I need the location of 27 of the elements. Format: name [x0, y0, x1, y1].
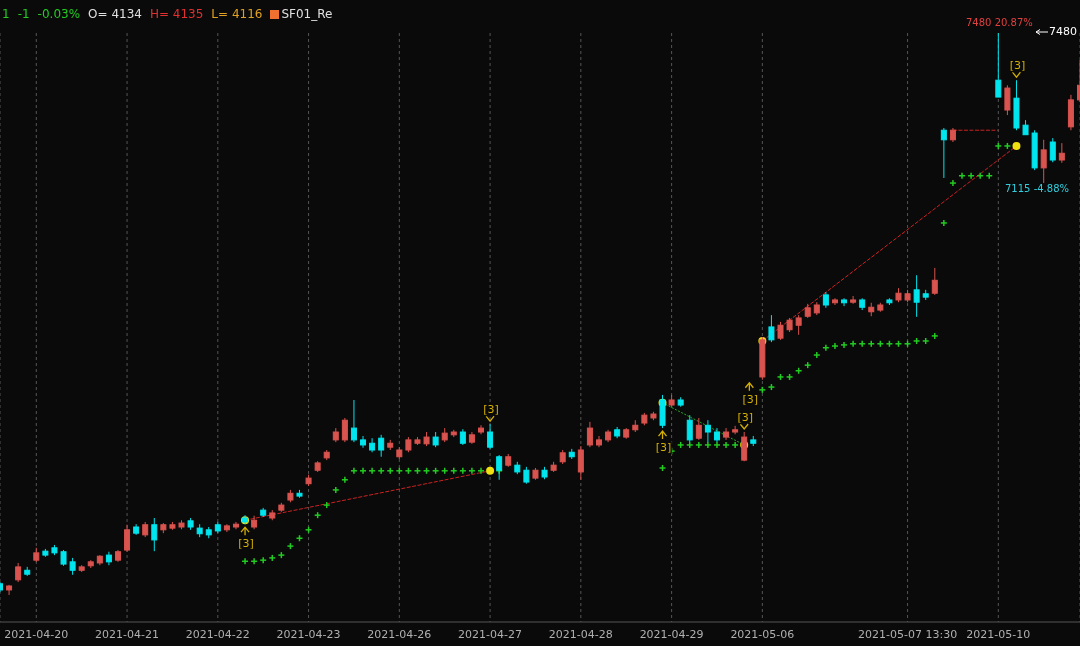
annotation: 7480: [1049, 25, 1077, 38]
x-tick-label: 2021-04-20: [4, 627, 69, 641]
text: 7480 20.87%: [966, 17, 1033, 28]
text: L= 4116: [211, 7, 263, 21]
text: -0.03%: [37, 7, 81, 21]
x-tick-label: 2021-05-10: [966, 627, 1031, 641]
x-tick-label: 2021-04-22: [185, 627, 250, 641]
annotation: [3]: [238, 537, 254, 551]
annotation: [3]: [483, 403, 499, 417]
annotation: [3]: [742, 392, 759, 406]
x-tick-label: 2021-04-26: [367, 627, 432, 641]
text: O= 4134: [88, 7, 142, 21]
x-tick-label: 2021-04-29: [639, 627, 704, 641]
x-tick-label: 2021-04-21: [95, 627, 160, 641]
text: 1: [2, 7, 10, 21]
x-tick-label: 2021-04-23: [276, 627, 341, 641]
x-tick-label: 2021-04-28: [548, 627, 613, 641]
annotation: [3]: [737, 411, 753, 425]
x-tick-label: 2021-05-06: [730, 627, 795, 641]
text: SF01_Re: [280, 7, 333, 21]
text: H= 4135: [149, 7, 204, 21]
x-tick-label: 2021-04-27: [458, 627, 523, 641]
x-tick-label: 2021-05-07 13:30: [858, 627, 958, 641]
annotation: [3]: [655, 441, 672, 455]
text: -1: [17, 7, 30, 21]
annotation: 7115 -4.88%: [1005, 183, 1070, 194]
annotation: [3]: [1009, 59, 1026, 73]
